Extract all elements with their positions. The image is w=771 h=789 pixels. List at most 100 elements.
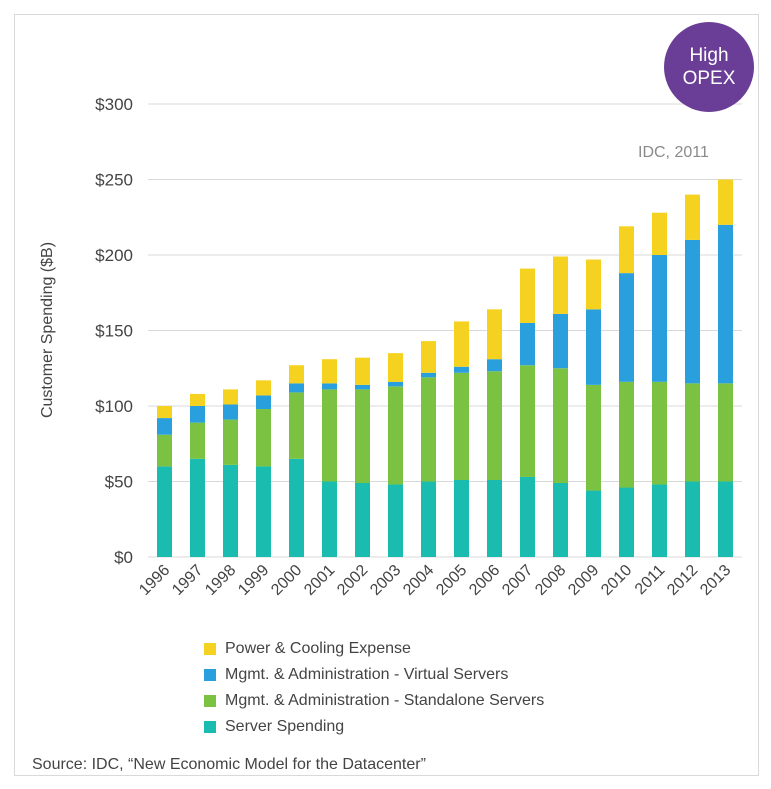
bar-segment-mgmt-administration-virtual-servers-2002 [355, 384, 370, 390]
bar-segment-power-cooling-expense-2012 [685, 194, 700, 240]
x-tick-label: 2008 [532, 562, 569, 599]
bar-segment-power-cooling-expense-1996 [157, 406, 172, 419]
x-tick-label: 2003 [367, 562, 404, 599]
x-tick-label: 1996 [136, 562, 173, 599]
bar-segment-power-cooling-expense-2002 [355, 357, 370, 385]
bar-segment-power-cooling-expense-2009 [586, 259, 601, 310]
bar-segment-server-spending-2006 [487, 479, 502, 557]
chart-frame [14, 14, 759, 776]
x-tick-label: 2005 [433, 562, 470, 599]
legend: Power & Cooling Expense Mgmt. & Administr… [204, 636, 544, 740]
y-tick-label: $0 [114, 548, 133, 567]
bar-segment-power-cooling-expense-2004 [421, 341, 436, 373]
x-tick-label: 2004 [400, 562, 437, 599]
bar-segment-mgmt-administration-standalone-servers-1999 [256, 409, 271, 467]
badge-text: High OPEX [682, 45, 736, 89]
bar-segment-server-spending-1996 [157, 466, 172, 557]
bar-segment-mgmt-administration-standalone-servers-1996 [157, 434, 172, 467]
high-opex-badge: High OPEX [664, 22, 754, 112]
bar-segment-mgmt-administration-standalone-servers-2013 [718, 383, 733, 482]
bar-segment-server-spending-2009 [586, 490, 601, 557]
bar-segment-server-spending-1997 [190, 458, 205, 557]
x-tick-label: 2001 [301, 562, 338, 599]
legend-item: Server Spending [204, 714, 544, 740]
bar-segment-mgmt-administration-standalone-servers-1997 [190, 422, 205, 459]
x-tick-label: 1998 [202, 562, 239, 599]
bar-segment-mgmt-administration-standalone-servers-2004 [421, 377, 436, 482]
bar-segment-power-cooling-expense-2001 [322, 359, 337, 384]
bar-segment-power-cooling-expense-2007 [520, 268, 535, 323]
bar-segment-power-cooling-expense-2011 [652, 212, 667, 255]
bar-segment-mgmt-administration-standalone-servers-2000 [289, 392, 304, 459]
bar-segment-mgmt-administration-virtual-servers-2000 [289, 383, 304, 393]
bar-segment-mgmt-administration-standalone-servers-2012 [685, 383, 700, 482]
bar-segment-mgmt-administration-virtual-servers-2004 [421, 372, 436, 378]
bar-segment-mgmt-administration-virtual-servers-2012 [685, 239, 700, 384]
bar-segment-mgmt-administration-virtual-servers-2001 [322, 383, 337, 390]
bar-segment-server-spending-2011 [652, 484, 667, 557]
y-tick-label: $200 [95, 246, 133, 265]
bar-segment-server-spending-2001 [322, 481, 337, 557]
bar-segment-mgmt-administration-virtual-servers-2008 [553, 313, 568, 369]
source-year-annotation: IDC, 2011 [638, 144, 709, 161]
bar-segment-mgmt-administration-standalone-servers-2001 [322, 389, 337, 482]
bar-segment-mgmt-administration-virtual-servers-2006 [487, 359, 502, 372]
legend-swatch [204, 643, 216, 655]
x-tick-label: 1999 [235, 562, 272, 599]
bar-segment-server-spending-1999 [256, 466, 271, 557]
bar-segment-server-spending-2008 [553, 483, 568, 557]
bar-segment-server-spending-2003 [388, 484, 403, 557]
x-tick-label: 2011 [632, 562, 668, 598]
bar-segment-server-spending-2005 [454, 479, 469, 557]
legend-item: Power & Cooling Expense [204, 636, 544, 662]
bar-segment-mgmt-administration-virtual-servers-2007 [520, 322, 535, 366]
gridlines [148, 103, 742, 558]
y-tick-label: $250 [95, 171, 133, 190]
bar-segment-mgmt-administration-virtual-servers-1999 [256, 395, 271, 410]
x-tick-label: 2010 [598, 562, 635, 599]
legend-label: Mgmt. & Administration - Standalone Serv… [225, 692, 545, 709]
bar-segment-mgmt-administration-standalone-servers-2006 [487, 371, 502, 480]
source-note: Source: IDC, “New Economic Model for the… [32, 756, 426, 773]
bar-segment-power-cooling-expense-1998 [223, 389, 238, 405]
bar-segment-mgmt-administration-virtual-servers-1996 [157, 418, 172, 435]
bars [157, 179, 733, 557]
x-tick-label: 2012 [664, 562, 701, 599]
x-tick-label: 2009 [565, 562, 602, 599]
bar-segment-mgmt-administration-virtual-servers-1998 [223, 404, 238, 420]
legend-label: Power & Cooling Expense [225, 640, 411, 657]
x-tick-label: 2002 [334, 562, 371, 599]
x-tick-label: 2000 [268, 562, 305, 599]
x-tick-label: 2007 [499, 562, 536, 599]
bar-segment-mgmt-administration-standalone-servers-2002 [355, 389, 370, 484]
bar-segment-power-cooling-expense-2010 [619, 226, 634, 274]
y-tick-label: $150 [95, 322, 133, 341]
bar-segment-power-cooling-expense-2008 [553, 256, 568, 314]
bar-segment-server-spending-2004 [421, 481, 436, 557]
bar-segment-mgmt-administration-standalone-servers-2011 [652, 381, 667, 485]
bar-segment-mgmt-administration-virtual-servers-2013 [718, 224, 733, 384]
x-axis-tick-labels: 1996199719981999200020012002200320042005… [136, 562, 734, 599]
x-tick-label: 1997 [169, 562, 206, 599]
x-tick-label: 2013 [697, 562, 734, 599]
legend-label: Server Spending [225, 718, 345, 735]
bar-segment-power-cooling-expense-2013 [718, 179, 733, 225]
legend-item: Mgmt. & Administration - Standalone Serv… [204, 688, 544, 714]
bar-segment-power-cooling-expense-2000 [289, 365, 304, 384]
legend-swatch [204, 695, 216, 707]
y-tick-label: $50 [105, 473, 133, 492]
bar-segment-power-cooling-expense-2003 [388, 353, 403, 382]
bar-segment-mgmt-administration-virtual-servers-2003 [388, 381, 403, 387]
bar-segment-server-spending-2012 [685, 481, 700, 557]
bar-segment-mgmt-administration-virtual-servers-2009 [586, 309, 601, 385]
bar-segment-power-cooling-expense-1997 [190, 393, 205, 406]
bar-segment-server-spending-2013 [718, 481, 733, 557]
y-axis-tick-labels: $0 $50 $100 $150 $200 $250 $300 [95, 95, 133, 567]
bar-segment-power-cooling-expense-2005 [454, 321, 469, 367]
bar-segment-mgmt-administration-standalone-servers-2009 [586, 384, 601, 491]
bar-segment-server-spending-2000 [289, 458, 304, 557]
bar-segment-server-spending-2007 [520, 476, 535, 557]
legend-swatch [204, 721, 216, 733]
bar-segment-server-spending-1998 [223, 464, 238, 557]
